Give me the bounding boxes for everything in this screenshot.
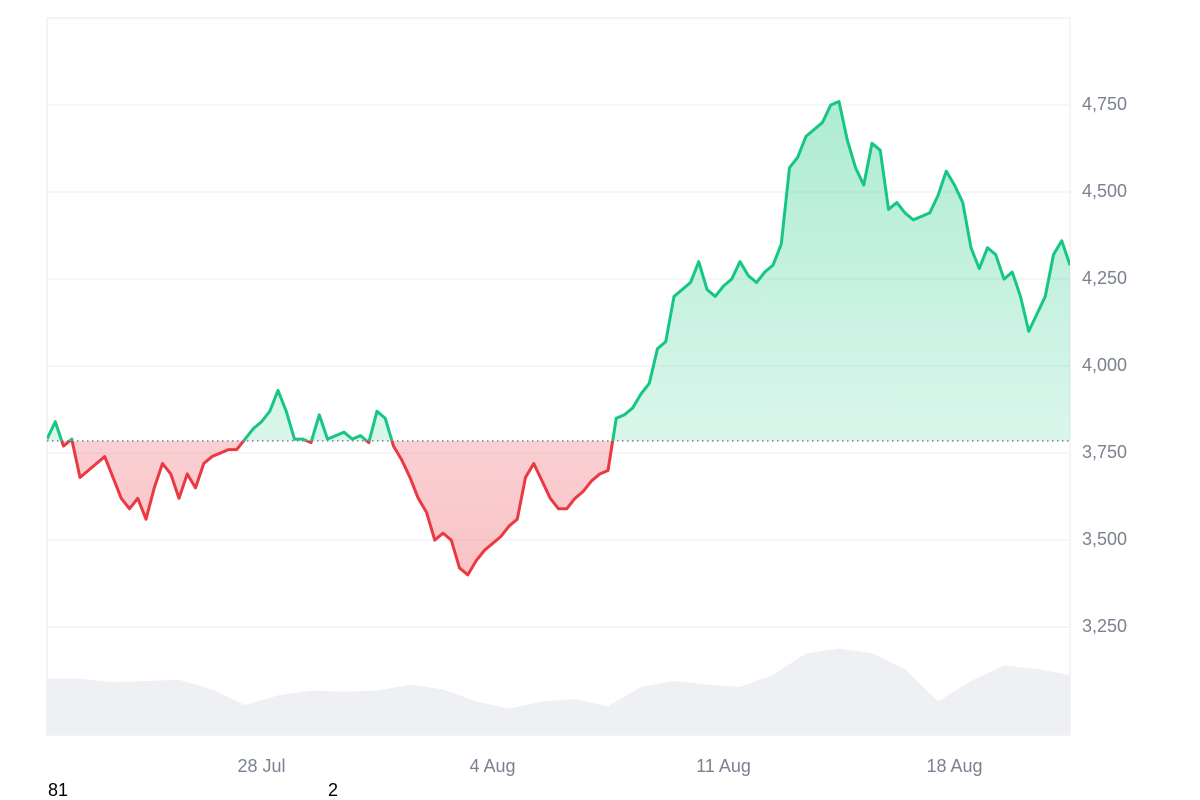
x-tick-label: 28 Jul	[237, 756, 285, 776]
y-tick-label: 4,000	[1082, 355, 1127, 375]
y-tick-label: 4,750	[1082, 94, 1127, 114]
footer-text: 81	[48, 780, 68, 800]
y-tick-label: 4,500	[1082, 181, 1127, 201]
y-tick-label: 3,250	[1082, 616, 1127, 636]
y-tick-label: 3,750	[1082, 442, 1127, 462]
price-line-down	[60, 440, 615, 577]
area-above	[47, 101, 1070, 441]
y-tick-label: 4,250	[1082, 268, 1127, 288]
x-tick-label: 18 Aug	[926, 756, 982, 776]
footer-text: 2	[328, 780, 338, 800]
x-tick-label: 4 Aug	[469, 756, 515, 776]
volume-area	[47, 648, 1070, 735]
x-tick-label: 11 Aug	[696, 756, 751, 776]
price-line-up	[47, 100, 1070, 441]
y-tick-label: 3,500	[1082, 529, 1127, 549]
